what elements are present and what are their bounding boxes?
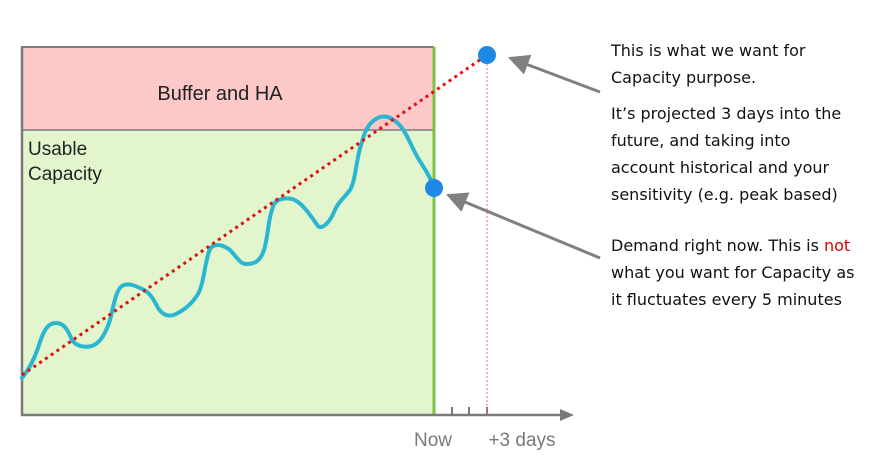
- current-demand-point: [425, 179, 443, 197]
- demand-annotation-line: Demand right now. This is not: [611, 232, 886, 259]
- demand-line: [20, 114, 436, 380]
- demand-annotation-line: what you want for Capacity as: [611, 263, 855, 282]
- projected-capacity-point: [478, 46, 496, 64]
- now-axis-label: Now: [414, 430, 452, 451]
- demand-annotation-arrow: [446, 192, 601, 260]
- demand-annotation-text: Demand right now. This is: [611, 236, 824, 255]
- x-axis-arrow-icon: [560, 409, 574, 421]
- projection-annotation: It’s projected 3 days into the future, a…: [611, 100, 881, 208]
- usable-capacity-label-line-1: Usable: [28, 139, 87, 160]
- capacity-annotation: This is what we want for Capacity purpos…: [611, 37, 881, 91]
- projection-annotation-line: account historical and your: [611, 158, 830, 177]
- projection-annotation-line: sensitivity (e.g. peak based): [611, 185, 838, 204]
- buffer-ha-label: Buffer and HA: [157, 83, 283, 105]
- usable-capacity-label-line-2: Capacity: [28, 164, 102, 185]
- capacity-annotation-line: Capacity purpose.: [611, 68, 757, 87]
- projection-annotation-line: future, and taking into: [611, 131, 791, 150]
- not-highlight: not: [823, 236, 851, 255]
- capacity-annotation-line: This is what we want for: [611, 41, 806, 60]
- future-axis-label: +3 days: [488, 430, 555, 451]
- demand-annotation-line: it fluctuates every 5 minutes: [611, 290, 842, 309]
- capacity-annotation-arrow: [508, 54, 601, 94]
- demand-annotation: Demand right now. This is not what you w…: [611, 232, 886, 313]
- trend-line: [21, 53, 488, 377]
- usable-capacity-region: [22, 130, 434, 414]
- projection-annotation-line: It’s projected 3 days into the: [611, 104, 842, 123]
- buffer-ha-region: [22, 47, 434, 130]
